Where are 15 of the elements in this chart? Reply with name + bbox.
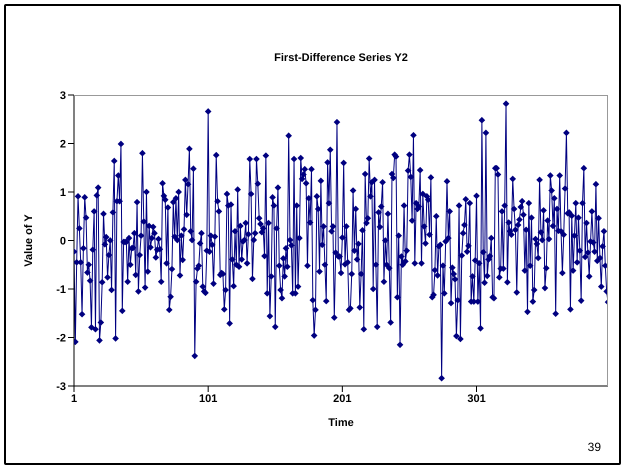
y-tick-label: 2 xyxy=(60,138,66,150)
y-axis-title: Value of Y xyxy=(22,214,35,267)
x-tick-label: 101 xyxy=(198,392,218,405)
chart-title: First-Difference Series Y2 xyxy=(273,52,409,64)
x-axis-title: Time xyxy=(328,417,354,429)
y-tick-label: -3 xyxy=(56,380,66,393)
y-tick-label: 3 xyxy=(60,90,66,102)
text: 39 xyxy=(588,440,601,454)
y-tick-label: 0 xyxy=(60,235,66,248)
y-tick-label: -2 xyxy=(56,332,66,344)
y-tick-label: 1 xyxy=(60,186,66,199)
x-tick-label: 201 xyxy=(333,392,352,405)
x-tick-label: 1 xyxy=(70,392,78,405)
x-tick-label: 301 xyxy=(467,392,486,405)
y-tick-label: -1 xyxy=(56,284,66,296)
